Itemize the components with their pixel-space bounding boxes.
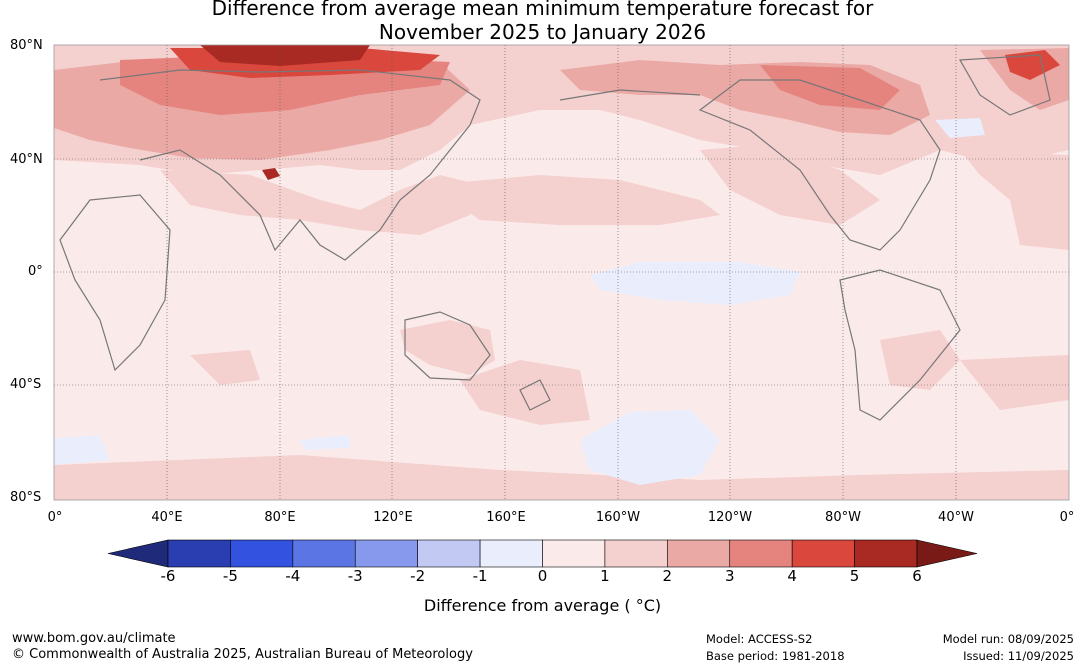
anomaly-region-north-pacific: [430, 175, 720, 225]
anomaly-region-greenland-core: [1005, 50, 1060, 80]
footer-model: Model: ACCESS-S2: [706, 632, 813, 646]
colorbar-tick-label: 6: [912, 567, 922, 585]
anomaly-region-equatorial-pacific: [590, 262, 800, 305]
anomaly-region-south-america: [880, 330, 960, 390]
colorbar-segment: [354, 539, 418, 568]
colorbar-segment: [292, 539, 356, 568]
footer-website: www.bom.gov.au/climate: [12, 631, 176, 646]
anomaly-region-south-atlantic: [960, 355, 1069, 410]
anomaly-region-south-pacific: [460, 360, 590, 425]
colorbar-tick-label: 3: [724, 567, 735, 585]
colorbar-segment: [854, 539, 918, 568]
coastlines: [59, 54, 1051, 421]
footer-issued: Issued: 11/09/2025: [963, 649, 1074, 663]
anomaly-region-southern-indian-cool-2: [300, 435, 350, 450]
colorbar-segment: [729, 539, 793, 568]
lon-label-160e: 160°E: [486, 510, 526, 525]
footer-model-run: Model run: 08/09/2025: [942, 632, 1074, 646]
anomaly-region-southern-ocean: [54, 455, 1069, 500]
lat-label-80s: 80°S: [10, 490, 42, 505]
colorbar-segment: [542, 539, 606, 568]
graticule: [54, 45, 1069, 500]
lat-label-80n: 80°N: [10, 38, 43, 53]
colorbar-extension-high: [916, 539, 978, 568]
colorbar-segment: [230, 539, 294, 568]
anomaly-region-north-america: [700, 145, 880, 225]
colorbar-label: Difference from average ( °C): [423, 596, 662, 615]
lon-label-120w: 120°W: [707, 510, 753, 525]
lon-label-40w: 40°W: [938, 510, 974, 525]
anomaly-region-north-atlantic: [960, 150, 1069, 250]
anomaly-region-hudson: [760, 65, 900, 110]
footer-base-period: Base period: 1981-2018: [706, 649, 845, 663]
colorbar-extension-low: [107, 539, 169, 568]
lat-label-0: 0°: [28, 264, 43, 279]
anomaly-region-labrador-cool: [935, 118, 985, 138]
lon-label-0-west: 0°: [47, 510, 63, 525]
colorbar-segment: [479, 539, 543, 568]
colorbar-segment: [604, 539, 668, 568]
lat-label-40n: 40°N: [10, 152, 43, 167]
map-frame: [53, 44, 1070, 501]
anomaly-region-australia: [400, 320, 495, 375]
anomaly-region-southern-indian-cool: [54, 435, 110, 465]
anomaly-region-south-pacific-cool: [580, 410, 720, 485]
colorbar-tick-label: -6: [160, 567, 176, 585]
anomaly-region-asia: [160, 170, 480, 235]
lat-label-40s: 40°S: [10, 377, 42, 392]
colorbar-segment: [417, 539, 481, 568]
chart-title: Difference from average mean minimum tem…: [0, 0, 1085, 44]
lon-label-0-east: 0°: [1059, 510, 1075, 525]
colorbar-segment: [667, 539, 731, 568]
colorbar-tick-label: -5: [222, 567, 238, 585]
colorbar-tick-label: 5: [849, 567, 860, 585]
title-line-2: November 2025 to January 2026: [378, 20, 707, 44]
colorbar-tick-label: -1: [472, 567, 488, 585]
anomaly-region-taymyr-core: [200, 45, 370, 66]
colorbar-tick-label: 1: [600, 567, 610, 585]
colorbar-tick-label: -2: [410, 567, 426, 585]
lon-label-80e: 80°E: [264, 510, 296, 525]
colorbar-tick-label: -3: [347, 567, 363, 585]
lon-label-160w: 160°W: [595, 510, 641, 525]
colorbar-tick-label: 0: [537, 567, 548, 585]
lon-label-80w: 80°W: [825, 510, 861, 525]
colorbar: [107, 539, 978, 568]
colorbar-segment: [167, 539, 231, 568]
colorbar-segment: [791, 539, 855, 568]
lon-label-40e: 40°E: [151, 510, 183, 525]
anomaly-region-tibet-hotspot: [262, 168, 280, 180]
title-line-1: Difference from average mean minimum tem…: [211, 0, 874, 20]
colorbar-tick-label: 4: [787, 567, 797, 585]
anomaly-region-indian-ocean: [190, 350, 260, 385]
lon-label-120e: 120°E: [373, 510, 413, 525]
colorbar-tick-label: -4: [285, 567, 301, 585]
footer-copyright: © Commonwealth of Australia 2025, Austra…: [12, 647, 473, 662]
forecast-map: [53, 44, 1070, 501]
colorbar-tick-label: 2: [662, 567, 673, 585]
